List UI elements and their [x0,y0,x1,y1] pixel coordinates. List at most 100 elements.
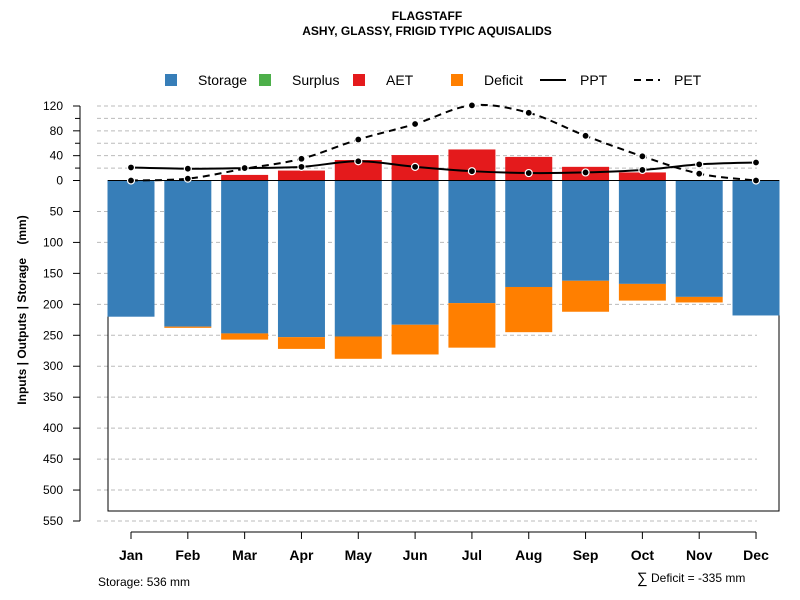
ppt-point-nov [695,160,704,169]
y-tick-label: 0 [56,174,63,188]
y-axis: 0 40 80 120 50 100 150 200 250 300 350 400 450 500 550 [43,99,81,528]
legend-label: PET [674,72,702,88]
x-tick-label-nov: Nov [686,547,713,563]
legend-item-ppt: PPT [540,72,608,88]
bars [107,149,780,359]
ppt-point-jan [126,163,136,172]
legend-swatch [259,74,271,86]
y-tick-label: 300 [43,359,63,373]
bar-aet-apr [277,170,325,181]
ppt-point-apr [297,162,306,171]
y-tick-label: 50 [50,204,64,218]
legend-label: Storage [198,72,247,88]
legend: Storage Surplus AET Deficit PPT PET [165,72,702,88]
bar-aet-mar [221,174,269,181]
bar-deficit-may [334,336,382,359]
ppt-point-dec [751,158,761,167]
lines [126,101,761,185]
y-tick-label: 200 [43,297,63,311]
y-tick-label: 400 [43,421,63,435]
bar-deficit-mar [221,333,269,340]
y-tick-label: 350 [43,390,63,404]
x-tick-label-jun: Jun [403,547,428,563]
bar-storage-oct [618,180,666,284]
bar-deficit-apr [277,337,325,349]
y-tick-label: 80 [50,124,64,138]
x-tick-label-mar: Mar [232,547,257,563]
bar-storage-apr [277,180,325,338]
y-tick-label: 120 [43,99,63,113]
x-tick-label-may: May [345,547,372,563]
bar-storage-nov [675,180,723,297]
legend-label: AET [386,72,414,88]
bar-aet-aug [505,156,553,181]
legend-swatch [165,74,177,86]
y-tick-label: 100 [43,235,63,249]
y-tick-label: 450 [43,452,63,466]
pet-point-may [354,135,363,144]
x-tick-label-jan: Jan [119,547,143,563]
pet-point-dec [751,176,761,185]
legend-label: Deficit [484,72,523,88]
legend-label: PPT [580,72,608,88]
y-tick-label: 40 [50,149,64,163]
deficit-total: Deficit = -335 mm [651,571,745,585]
chart-title: FLAGSTAFF [392,9,462,23]
pet-point-apr [297,154,306,163]
bar-deficit-jun [391,324,439,355]
x-tick-label-aug: Aug [515,547,542,563]
y-tick-label: 250 [43,328,63,342]
bar-storage-mar [221,180,269,334]
bar-storage-feb [164,180,212,327]
legend-item-storage: Storage [165,72,247,88]
x-tick-label-oct: Oct [631,547,655,563]
deficit-sum-symbol: ∑ [637,570,648,587]
legend-swatch [451,74,463,86]
legend-label: Surplus [292,72,339,88]
ppt-point-aug [524,168,533,178]
x-tick-label-dec: Dec [743,547,769,563]
pet-point-jan [126,176,136,185]
pet-point-jul [467,101,477,110]
legend-swatch [353,74,365,86]
pet-point-aug [524,108,533,117]
pet-point-oct [638,152,647,161]
y-tick-label: 150 [43,266,63,280]
bar-storage-jun [391,180,439,325]
pet-point-feb [183,174,192,183]
x-tick-label-apr: Apr [289,547,314,563]
ppt-point-jun [411,162,420,171]
bar-storage-aug [505,180,553,287]
bar-aet-may [334,160,382,181]
ppt-point-jul [467,167,477,176]
chart-subtitle: ASHY, GLASSY, FRIGID TYPIC AQUISALIDS [302,24,552,38]
bar-deficit-nov [675,296,723,303]
bar-deficit-aug [505,286,553,333]
bar-deficit-oct [618,283,666,301]
bar-storage-sep [562,180,610,281]
y-tick-label: 500 [43,483,63,497]
x-tick-label-sep: Sep [573,547,599,563]
x-tick-label-jul: Jul [462,547,482,563]
bar-aet-jul [448,149,496,181]
pet-point-jun [411,119,420,129]
bar-storage-may [334,180,382,337]
ppt-point-may [354,157,363,166]
x-tick-label-feb: Feb [175,547,200,563]
x-axis: Jan Feb Mar Apr May Jun Jul Aug Sep Oct Nov Dec [119,531,769,563]
bar-deficit-sep [562,280,610,312]
storage-total: Storage: 536 mm [98,575,190,589]
pet-line [130,103,757,182]
ppt-point-feb [183,164,192,173]
pet-point-nov [695,169,704,178]
bar-storage-jul [448,180,496,304]
ppt-point-oct [638,165,647,175]
legend-item-pet: PET [634,72,702,88]
ppt-point-sep [581,168,590,177]
bar-deficit-feb [164,326,212,328]
legend-item-aet: AET [353,72,414,88]
legend-item-surplus: Surplus [259,72,339,88]
bar-storage-dec [732,180,780,316]
bar-storage-jan [107,180,155,317]
